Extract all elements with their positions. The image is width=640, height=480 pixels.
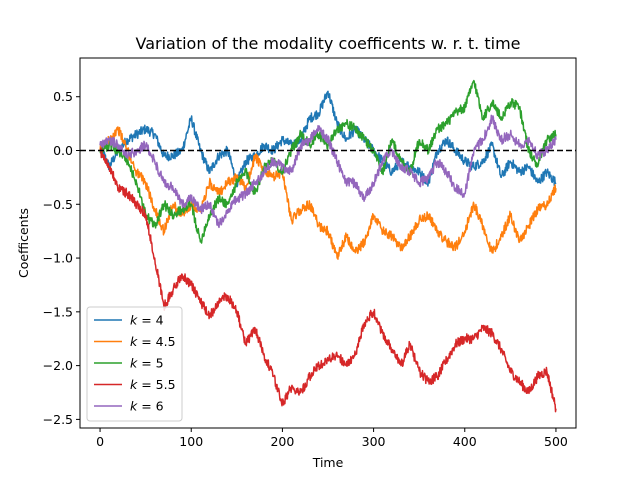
y-axis-label: Coefficents [16, 208, 31, 278]
y-tick-label: 0.0 [53, 143, 73, 158]
x-axis: 0 100 200 300 400 500 [96, 428, 568, 449]
series-line-4-5 [99, 126, 557, 260]
legend-entry: k = 6 [130, 399, 164, 414]
legend-entry: k = 5.5 [130, 377, 176, 392]
legend-entry: k = 5 [130, 356, 164, 371]
legend-entry: k = 4.5 [130, 334, 176, 349]
series-line-6 [99, 114, 557, 229]
x-tick-label: 300 [362, 434, 386, 449]
plot-area [80, 79, 576, 413]
y-axis: −2.5 −2.0 −1.5 −1.0 −0.5 0.0 0.5 [43, 89, 80, 427]
y-tick-label: 0.5 [53, 89, 73, 104]
series-line-5-5 [99, 147, 557, 413]
plot-frame [79, 57, 577, 429]
series-line-5 [99, 79, 557, 244]
series-line-4 [99, 90, 557, 188]
x-tick-label: 400 [453, 434, 477, 449]
x-axis-label: Time [312, 455, 344, 470]
legend: k = 4 k = 4.5 k = 5 k = 5.5 k = 6 [86, 306, 183, 422]
legend-entry: k = 4 [130, 313, 164, 328]
y-tick-label: −0.5 [43, 197, 73, 212]
x-tick-label: 200 [270, 434, 294, 449]
legend-box [86, 306, 183, 422]
y-tick-label: −2.5 [43, 412, 73, 427]
x-tick-label: 100 [179, 434, 203, 449]
y-tick-label: −1.5 [43, 304, 73, 319]
y-tick-label: −1.0 [43, 251, 73, 266]
x-tick-label: 0 [96, 434, 104, 449]
x-tick-label: 500 [544, 434, 568, 449]
y-tick-label: −2.0 [43, 358, 73, 373]
chart-title: Variation of the modality coefficents w.… [135, 34, 520, 53]
